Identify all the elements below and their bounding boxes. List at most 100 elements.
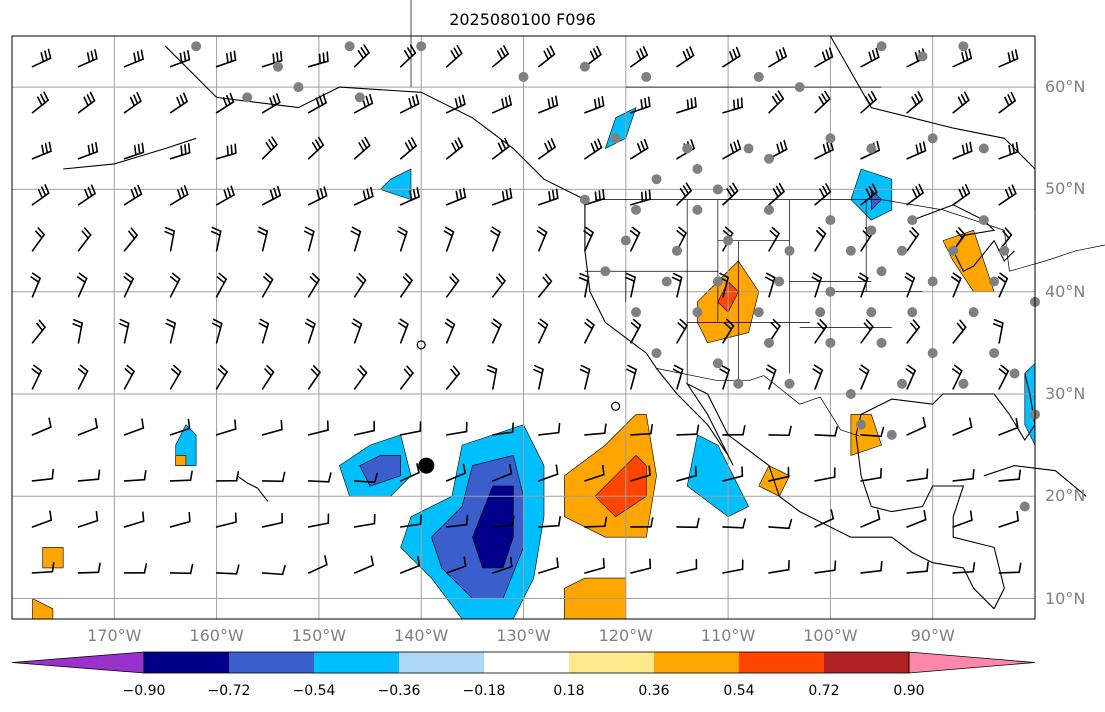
station-dot [600, 266, 611, 277]
wind-barb [768, 90, 785, 114]
wind-barb [998, 562, 1022, 574]
wind-barb [399, 514, 422, 528]
wind-barb [860, 47, 880, 68]
wind-barb [261, 93, 281, 114]
wind-barb [768, 425, 792, 437]
wind-barb [630, 138, 649, 160]
wind-barb [211, 318, 223, 344]
wind-barb [169, 364, 182, 390]
wind-barb [860, 183, 878, 206]
us-mexico-border [656, 368, 860, 437]
wind-barb [992, 318, 1004, 344]
wind-barb [768, 559, 790, 574]
station-dot [958, 41, 969, 52]
wind-barb [397, 226, 408, 252]
marker-layer [416, 340, 621, 474]
wind-barb [536, 226, 548, 252]
station-dot [907, 215, 918, 226]
wind-barb [399, 421, 422, 436]
wind-barb [307, 136, 325, 160]
wind-barb [952, 319, 967, 344]
wind-barb [952, 364, 963, 390]
wind-barb [676, 318, 688, 344]
station-dot [753, 307, 764, 318]
lon-label: 140°W [394, 626, 449, 645]
wind-barb [444, 318, 456, 344]
station-dot [723, 235, 734, 246]
aleutian-outline [63, 137, 197, 170]
negative-anomaly-region [604, 107, 637, 150]
wind-barb [998, 469, 1021, 482]
wind-barb [676, 46, 695, 68]
wind-barb [860, 560, 883, 574]
wind-barb [630, 189, 651, 206]
colorbar-tick-label: 0.54 [723, 683, 755, 699]
wind-barb [490, 226, 501, 252]
wind-barb [72, 318, 83, 344]
lat-label: 10°N [1045, 588, 1086, 608]
station-dot [784, 245, 795, 256]
colorbar-segment [314, 652, 399, 673]
lon-label: 170°W [87, 626, 142, 645]
wind-barb [169, 49, 191, 68]
wind-barb [671, 272, 683, 298]
lat-label: 40°N [1045, 281, 1086, 301]
station-dot [825, 286, 836, 297]
wind-barb [303, 226, 315, 252]
station-dot [784, 378, 795, 389]
wind-barb [399, 365, 414, 390]
wind-barb-layer [30, 44, 1022, 576]
station-dot [866, 307, 877, 318]
wind-barb [814, 426, 839, 437]
wind-barb [399, 273, 413, 298]
wind-barb [814, 560, 837, 574]
station-dot [416, 41, 427, 52]
station-dot [958, 378, 969, 389]
wind-barb [768, 226, 780, 252]
lon-label: 110°W [700, 626, 756, 645]
wind-barb [169, 272, 181, 298]
wind-barb [123, 142, 145, 160]
wind-barb [215, 419, 237, 436]
wind-barb [492, 137, 510, 160]
wind-barb [77, 184, 96, 206]
wind-barb [77, 91, 96, 114]
wind-barb [860, 319, 874, 344]
wind-barb [492, 95, 512, 114]
wind-barb [169, 142, 191, 160]
wind-barb [860, 426, 885, 438]
wind-barb [722, 466, 744, 482]
wind-barb [210, 226, 222, 252]
wind-barb [215, 564, 240, 575]
colorbar-segment [144, 652, 229, 673]
wind-barb [722, 425, 746, 436]
wind-barb [164, 226, 176, 252]
wind-barb [952, 417, 973, 436]
wind-barb [77, 417, 98, 436]
wind-barb [31, 562, 55, 574]
wind-barb [261, 512, 283, 528]
wind-barb [353, 272, 367, 298]
wind-barb [165, 318, 177, 344]
wind-barb [492, 515, 515, 528]
positive-anomaly-region [564, 414, 657, 538]
station-dot [651, 348, 662, 359]
wind-barb [398, 318, 409, 344]
station-dot [999, 245, 1010, 256]
wind-barb [353, 44, 370, 68]
colorbar-tick-label: 0.72 [808, 683, 840, 699]
wind-barb [261, 364, 275, 390]
wind-barb [584, 188, 605, 206]
wind-barb [998, 184, 1017, 206]
lon-label: 160°W [189, 626, 244, 645]
colorbar-segment [569, 652, 654, 673]
station-dot [927, 276, 938, 287]
station-dot [764, 337, 775, 348]
station-dot [989, 348, 1000, 359]
negative-anomaly-region [379, 168, 412, 201]
colorbar-segment [824, 652, 909, 673]
wind-barb [445, 514, 469, 528]
station-dot [661, 276, 672, 287]
wind-barb [77, 469, 101, 482]
wind-barb [169, 563, 194, 575]
